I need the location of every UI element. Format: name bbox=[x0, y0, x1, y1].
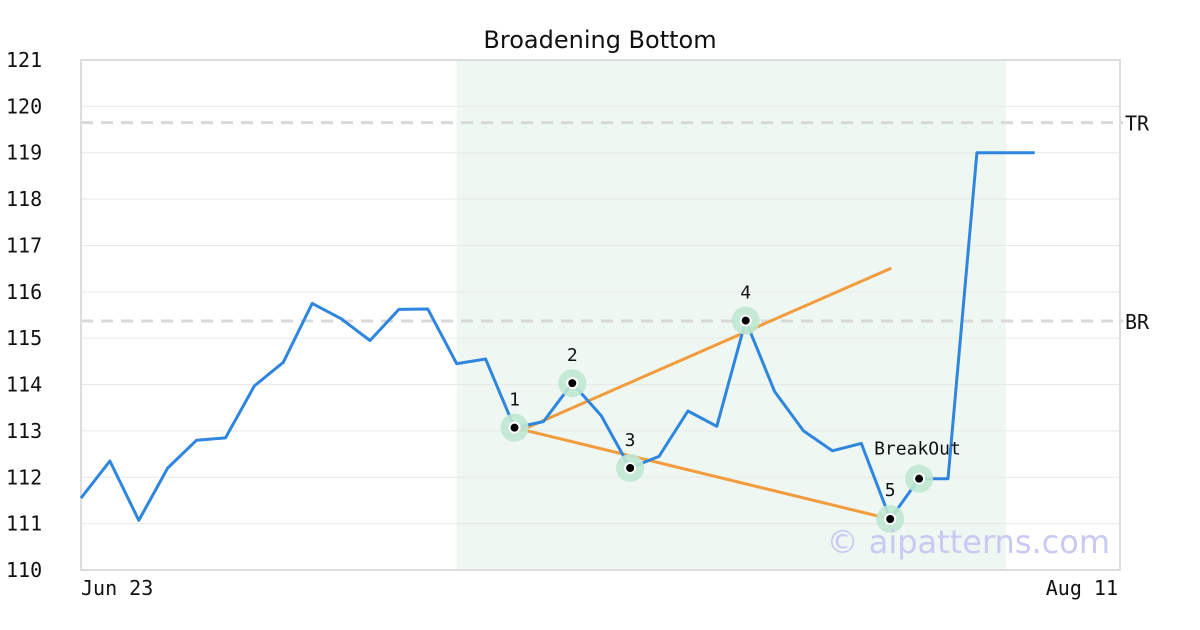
pattern-point-4-dot bbox=[739, 314, 752, 327]
y-tick-label: 114 bbox=[6, 373, 42, 397]
y-tick-label: 119 bbox=[6, 141, 42, 165]
pattern-point-1-dot bbox=[508, 421, 521, 434]
reference-label-tr: TR bbox=[1125, 112, 1150, 136]
pattern-point-label-4: 4 bbox=[740, 283, 751, 304]
pattern-point-label-2: 2 bbox=[567, 345, 578, 366]
price-line bbox=[79, 151, 1035, 522]
upper-trendline bbox=[513, 267, 892, 435]
y-tick-label: 117 bbox=[6, 233, 42, 257]
y-tick-label: 111 bbox=[6, 512, 42, 536]
pattern-point-label-3: 3 bbox=[625, 430, 636, 451]
lower-trendline bbox=[513, 426, 892, 521]
pattern-region-group bbox=[456, 60, 1006, 570]
reference-label-br: BR bbox=[1125, 310, 1150, 334]
plot-frame bbox=[80, 59, 1121, 571]
y-tick-label: 118 bbox=[6, 187, 42, 211]
y-tick-label: 113 bbox=[6, 419, 42, 443]
y-tick-label: 115 bbox=[6, 326, 42, 350]
breakout-point-dot bbox=[913, 472, 926, 485]
y-tick-label: 121 bbox=[6, 48, 42, 72]
pattern-point-5-dot bbox=[884, 513, 897, 525]
y-tick-label: 110 bbox=[6, 558, 42, 582]
y-tick-labels-group: 110 111 112 113 114 115 116 117 118 119 120 121 bbox=[6, 48, 42, 582]
pattern-point-label-1: 1 bbox=[509, 390, 520, 411]
pattern-point-label-5: 5 bbox=[885, 480, 896, 501]
x-tick-label-start: Jun 23 bbox=[81, 576, 153, 600]
pattern-point-3-dot bbox=[624, 462, 637, 474]
watermark: © aipatterns.com bbox=[827, 523, 1110, 561]
y-tick-label: 112 bbox=[6, 465, 42, 489]
price-series-group bbox=[79, 151, 1035, 522]
x-tick-labels-group: Jun 23 Aug 11 bbox=[81, 576, 1118, 600]
trendlines-group bbox=[513, 267, 892, 521]
pattern-region bbox=[456, 60, 1006, 570]
y-tick-label: 116 bbox=[6, 280, 42, 304]
pattern-point-2-dot bbox=[566, 377, 579, 390]
chart-title: Broadening Bottom bbox=[483, 26, 716, 54]
breakout-label: BreakOut bbox=[874, 439, 961, 460]
y-tick-label: 120 bbox=[6, 94, 42, 118]
x-tick-label-end: Aug 11 bbox=[1046, 576, 1118, 600]
reference-lines-group: TR BR bbox=[81, 112, 1150, 334]
pattern-points-group: 1 2 3 4 5 BreakOut bbox=[500, 283, 961, 533]
